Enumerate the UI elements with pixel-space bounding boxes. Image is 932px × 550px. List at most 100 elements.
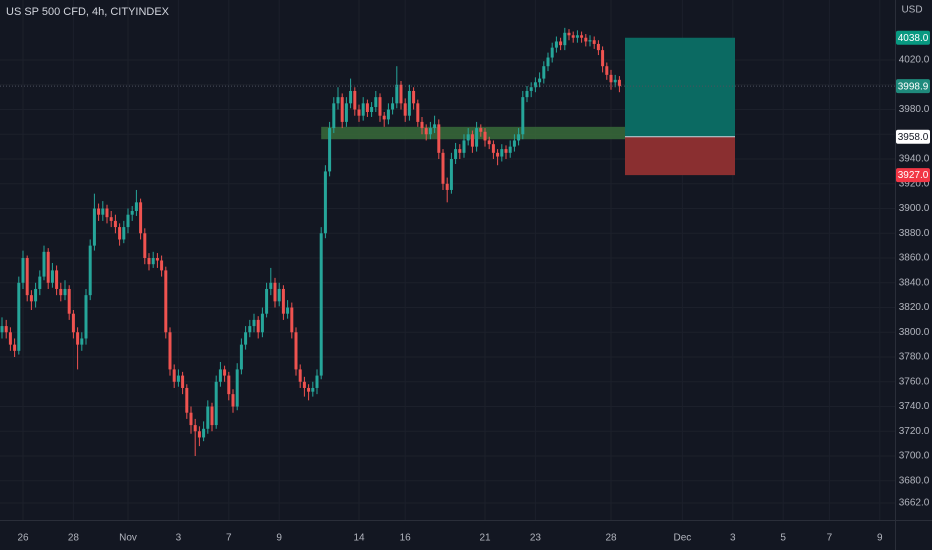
x-tick-label: 3 bbox=[730, 533, 736, 544]
candle-body bbox=[479, 128, 483, 132]
y-tick-label: 4020.0 bbox=[899, 55, 930, 66]
candle-body bbox=[164, 270, 168, 333]
candle-body bbox=[533, 82, 537, 88]
candle-body bbox=[395, 84, 399, 104]
candle-body bbox=[97, 208, 101, 215]
candle-body bbox=[496, 152, 500, 157]
x-tick-label: 26 bbox=[17, 533, 29, 544]
candle-body bbox=[332, 103, 336, 129]
candle-body bbox=[454, 149, 458, 160]
y-tick-label: 3820.0 bbox=[899, 302, 930, 313]
target-tag bbox=[896, 30, 930, 45]
candle-body bbox=[113, 220, 117, 228]
candle-body bbox=[235, 369, 239, 407]
candle-body bbox=[487, 140, 491, 145]
candle-body bbox=[193, 425, 197, 432]
candle-body bbox=[311, 387, 315, 392]
candle-body bbox=[382, 115, 386, 120]
candle-body bbox=[491, 144, 495, 153]
candle-body bbox=[265, 288, 269, 314]
candle-body bbox=[260, 313, 264, 333]
candle-body bbox=[466, 134, 470, 141]
candle-body bbox=[391, 103, 395, 110]
candle-body bbox=[605, 66, 609, 75]
candle-body bbox=[143, 233, 147, 259]
candle-body bbox=[592, 40, 596, 44]
candle-body bbox=[105, 208, 109, 218]
candle-body bbox=[307, 387, 311, 392]
candle-body bbox=[571, 35, 575, 38]
candle-body bbox=[349, 90, 353, 104]
y-tick-label: 3900.0 bbox=[899, 203, 930, 214]
candle-body bbox=[567, 32, 571, 36]
candle-body bbox=[609, 74, 613, 83]
candle-body bbox=[126, 214, 130, 228]
y-tick-label: 3880.0 bbox=[899, 228, 930, 239]
candle-body bbox=[399, 84, 403, 104]
y-tick-label: 3840.0 bbox=[899, 277, 930, 288]
candle-body bbox=[546, 57, 550, 67]
candle-body bbox=[361, 103, 365, 116]
candle-body bbox=[386, 109, 390, 120]
candle-body bbox=[428, 128, 432, 135]
candle-body bbox=[449, 159, 453, 190]
candle-body bbox=[139, 202, 143, 234]
y-tick-label: 3740.0 bbox=[899, 401, 930, 412]
candle-body bbox=[559, 41, 563, 46]
candle-body bbox=[231, 394, 235, 407]
candle-body bbox=[172, 369, 176, 382]
candle-body bbox=[239, 344, 243, 370]
candle-body bbox=[67, 288, 71, 314]
chart-title: US SP 500 CFD, 4h, CITYINDEX bbox=[6, 6, 170, 18]
y-tick-label: 3920.0 bbox=[899, 178, 930, 189]
candle-body bbox=[269, 282, 273, 289]
candle-body bbox=[580, 35, 584, 38]
candle-body bbox=[403, 103, 407, 116]
y-tick-label: 3720.0 bbox=[899, 426, 930, 437]
x-tick-label: Dec bbox=[674, 533, 692, 544]
candle-body bbox=[298, 369, 302, 382]
entry-tag-label: 3958.0 bbox=[898, 132, 929, 143]
candle-body bbox=[155, 258, 159, 261]
candle-body bbox=[542, 66, 546, 79]
candle-body bbox=[378, 97, 382, 116]
x-tick-label: 3 bbox=[176, 533, 182, 544]
x-tick-label: 7 bbox=[226, 533, 232, 544]
candle-body bbox=[252, 319, 256, 327]
candle-body bbox=[563, 32, 567, 46]
candle-body bbox=[550, 47, 554, 58]
price-tag-label: 3998.9 bbox=[898, 81, 929, 92]
candle-body bbox=[323, 171, 327, 234]
x-tick-label: 16 bbox=[400, 533, 412, 544]
candle-body bbox=[55, 270, 59, 289]
candle-body bbox=[521, 97, 525, 135]
candle-body bbox=[176, 375, 180, 382]
candle-body bbox=[223, 369, 227, 376]
candle-body bbox=[340, 97, 344, 122]
candle-body bbox=[504, 149, 508, 153]
candle-body bbox=[575, 35, 579, 38]
support-zone bbox=[321, 126, 625, 140]
candle-body bbox=[365, 103, 369, 112]
price-unit: USD bbox=[901, 5, 922, 16]
candle-body bbox=[21, 258, 25, 283]
candle-body bbox=[554, 41, 558, 48]
candle-body bbox=[500, 149, 504, 157]
candle-body bbox=[613, 79, 617, 83]
candle-body bbox=[189, 412, 193, 426]
candle-body bbox=[147, 258, 151, 265]
candle-body bbox=[38, 276, 42, 289]
y-tick-label: 3700.0 bbox=[899, 451, 930, 462]
stop-area bbox=[625, 136, 735, 176]
candle-body bbox=[25, 258, 29, 296]
candle-body bbox=[71, 313, 75, 333]
candle-body bbox=[4, 326, 8, 333]
x-tick-label: 9 bbox=[276, 533, 282, 544]
candle-body bbox=[80, 338, 84, 345]
candle-body bbox=[160, 260, 164, 271]
x-tick-label: 21 bbox=[479, 533, 491, 544]
candle-body bbox=[42, 251, 46, 277]
candle-body bbox=[470, 134, 474, 147]
